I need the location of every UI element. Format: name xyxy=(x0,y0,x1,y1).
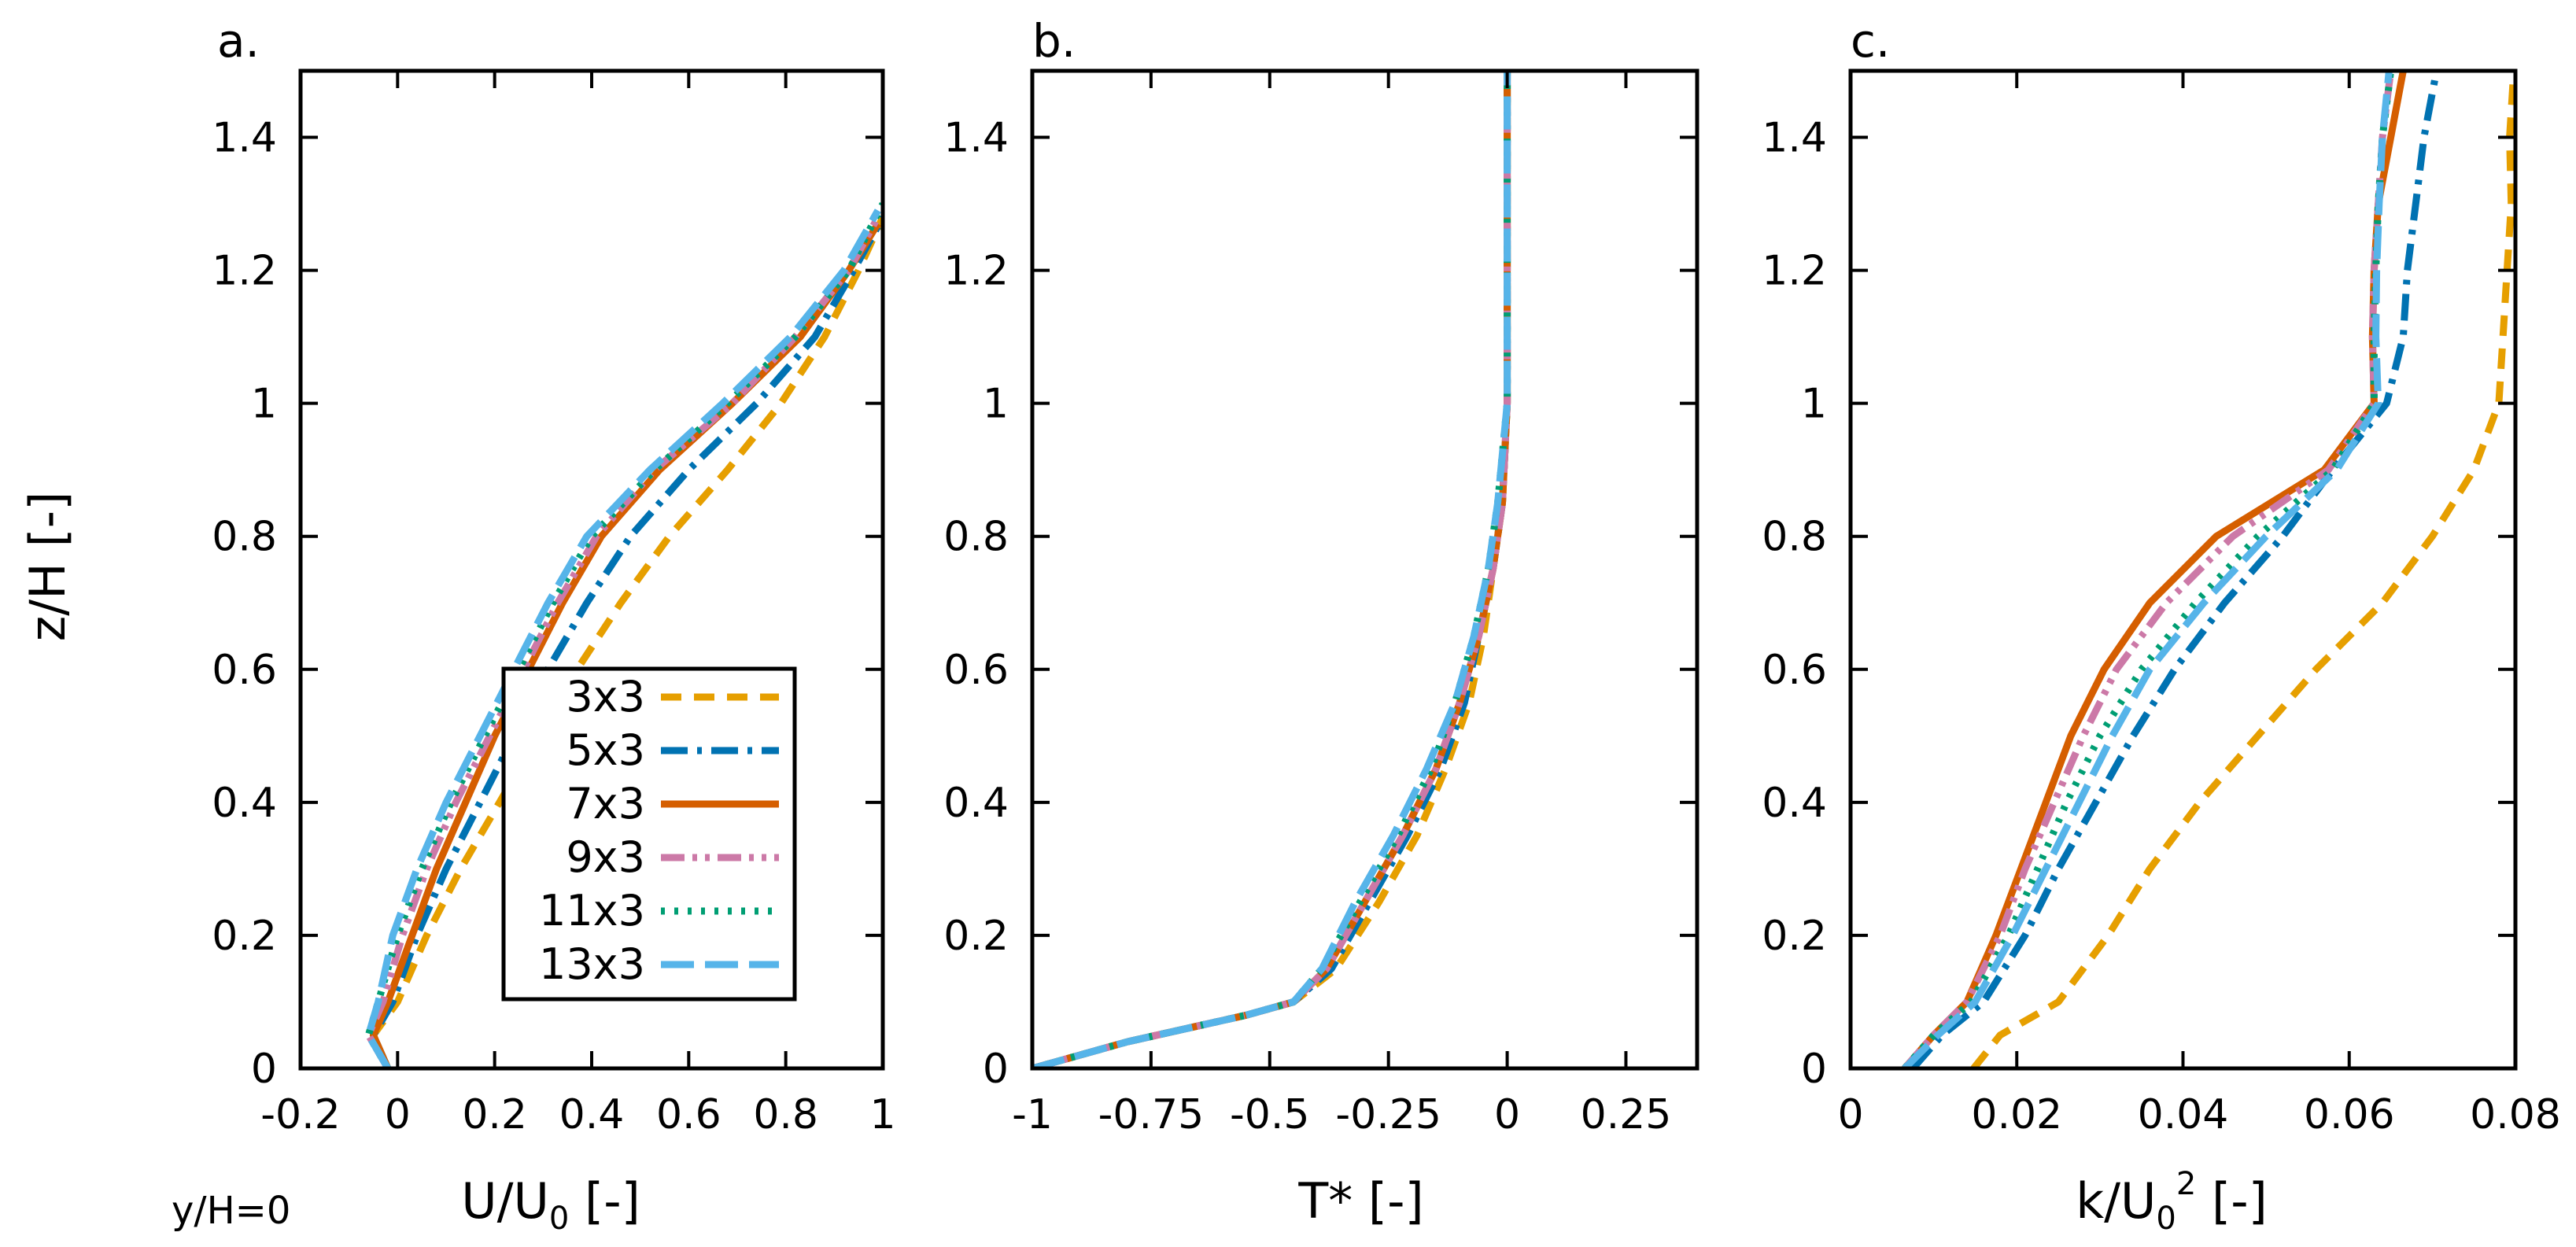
y-tick-label: 1.2 xyxy=(1762,248,1827,295)
x-tick-label: 0.08 xyxy=(2470,1091,2561,1138)
x-tick-label: 0.2 xyxy=(462,1091,527,1138)
x-tick-label: -0.5 xyxy=(1230,1091,1309,1138)
series-line-3x3 xyxy=(1032,71,1511,1068)
panel-c: 0 0.02 0.04 0.06 0.08 0 0.2 0.4 0.6 0.8 1 1.2 1.4 c. k… xyxy=(1762,14,2561,1237)
series-group xyxy=(1902,71,2515,1068)
series-line-9x3 xyxy=(364,215,881,1068)
y-tick-label: 0 xyxy=(1801,1046,1827,1093)
series-line-13x3 xyxy=(364,208,881,1068)
y-tick-label: 0.4 xyxy=(943,780,1009,827)
plot-frame xyxy=(1030,68,1699,1071)
panel-b: -1 -0.75 -0.5 -0.25 0 0.25 0 0.2 0.4 0.6 0.8 1 1.2 1.… xyxy=(943,14,1699,1230)
y-tick-label: 1 xyxy=(251,381,277,428)
x-tick-label: 0.06 xyxy=(2304,1091,2395,1138)
legend-box xyxy=(501,666,797,1002)
x-axis-label: k/U02 [-] xyxy=(2076,1166,2268,1237)
y-tick-label: 0.4 xyxy=(212,780,277,827)
x-tick-label: -0.2 xyxy=(260,1091,340,1138)
x-tick-label: 0.4 xyxy=(559,1091,625,1138)
series-line-3x3 xyxy=(1970,71,2515,1068)
y-tick-label: 1.4 xyxy=(943,115,1009,162)
y-tick-label: 0 xyxy=(983,1046,1009,1093)
y-tick-label: 0 xyxy=(251,1046,277,1093)
series-line-13x3 xyxy=(1032,71,1511,1068)
legend-label: 11x3 xyxy=(539,886,645,935)
y-tick-label: 0.2 xyxy=(943,913,1009,960)
x-tick-label: -0.75 xyxy=(1098,1091,1205,1138)
panel-label: b. xyxy=(1032,14,1076,68)
x-tick-label: -1 xyxy=(1012,1091,1053,1138)
y-axis-label: z/H [-] xyxy=(19,492,76,642)
series-line-5x3 xyxy=(1032,71,1511,1068)
series-line-5x3 xyxy=(1910,71,2441,1068)
x-axis-label: U/U0 [-] xyxy=(461,1172,640,1237)
y-tick-label: 1 xyxy=(1801,381,1827,428)
x-tick-label: -0.25 xyxy=(1335,1091,1441,1138)
y-tick-label: 0.4 xyxy=(1762,780,1827,827)
x-tick-label: 0.8 xyxy=(753,1091,818,1138)
y-tick-label: 0.6 xyxy=(943,647,1009,694)
series-line-13x3 xyxy=(1902,71,2393,1068)
x-axis-label: T* [-] xyxy=(1297,1172,1423,1230)
figure-annotations: z/H [-] y/H=0 xyxy=(19,492,290,1233)
x-tick-label: 1 xyxy=(869,1091,895,1138)
y-tick-label: 1.2 xyxy=(212,248,277,295)
x-tick-label: 0.6 xyxy=(656,1091,722,1138)
series-line-7x3 xyxy=(1902,71,2407,1068)
series-line-7x3 xyxy=(1032,71,1511,1068)
x-tick-label: 0 xyxy=(1494,1091,1520,1138)
y-tick-label: 0.8 xyxy=(212,514,277,561)
x-tick-label: 0 xyxy=(385,1091,411,1138)
series-line-9x3 xyxy=(1902,71,2395,1068)
series-line-3x3 xyxy=(370,216,883,1068)
y-tick-label: 0.6 xyxy=(212,647,277,694)
y-tick-label: 0.6 xyxy=(1762,647,1827,694)
y-tick-label: 1.4 xyxy=(1762,115,1827,162)
x-tick-label: 0 xyxy=(1837,1091,1863,1138)
series-line-11x3 xyxy=(1902,71,2395,1068)
y-tick-label: 0.2 xyxy=(1762,913,1827,960)
x-tick-label: 0.02 xyxy=(1971,1091,2062,1138)
y-tick-label: 1.2 xyxy=(943,248,1009,295)
x-tick-label: 0.25 xyxy=(1581,1091,1672,1138)
y-tick-label: 0.2 xyxy=(212,913,277,960)
series-line-11x3 xyxy=(1032,71,1511,1068)
series-group xyxy=(1032,71,1511,1068)
position-annotation: y/H=0 xyxy=(172,1189,290,1233)
y-tick-label: 1 xyxy=(983,381,1009,428)
y-tick-label: 0.8 xyxy=(943,514,1009,561)
panel-label: c. xyxy=(1851,14,1890,68)
panel-label: a. xyxy=(217,14,260,68)
y-tick-label: 1.4 xyxy=(212,115,277,162)
legend-label: 13x3 xyxy=(539,939,645,989)
y-tick-label: 0.8 xyxy=(1762,514,1827,561)
legend-label: 5x3 xyxy=(566,725,645,775)
legend-label: 7x3 xyxy=(566,779,645,828)
panel-a: -0.2 0 0.2 0.4 0.6 0.8 100.20.40.60.811.21.4a.… xyxy=(212,14,895,1237)
legend-label: 9x3 xyxy=(566,832,645,882)
legend-label: 3x3 xyxy=(566,672,645,721)
x-tick-label: 0.04 xyxy=(2138,1091,2229,1138)
series-line-9x3 xyxy=(1032,71,1511,1068)
